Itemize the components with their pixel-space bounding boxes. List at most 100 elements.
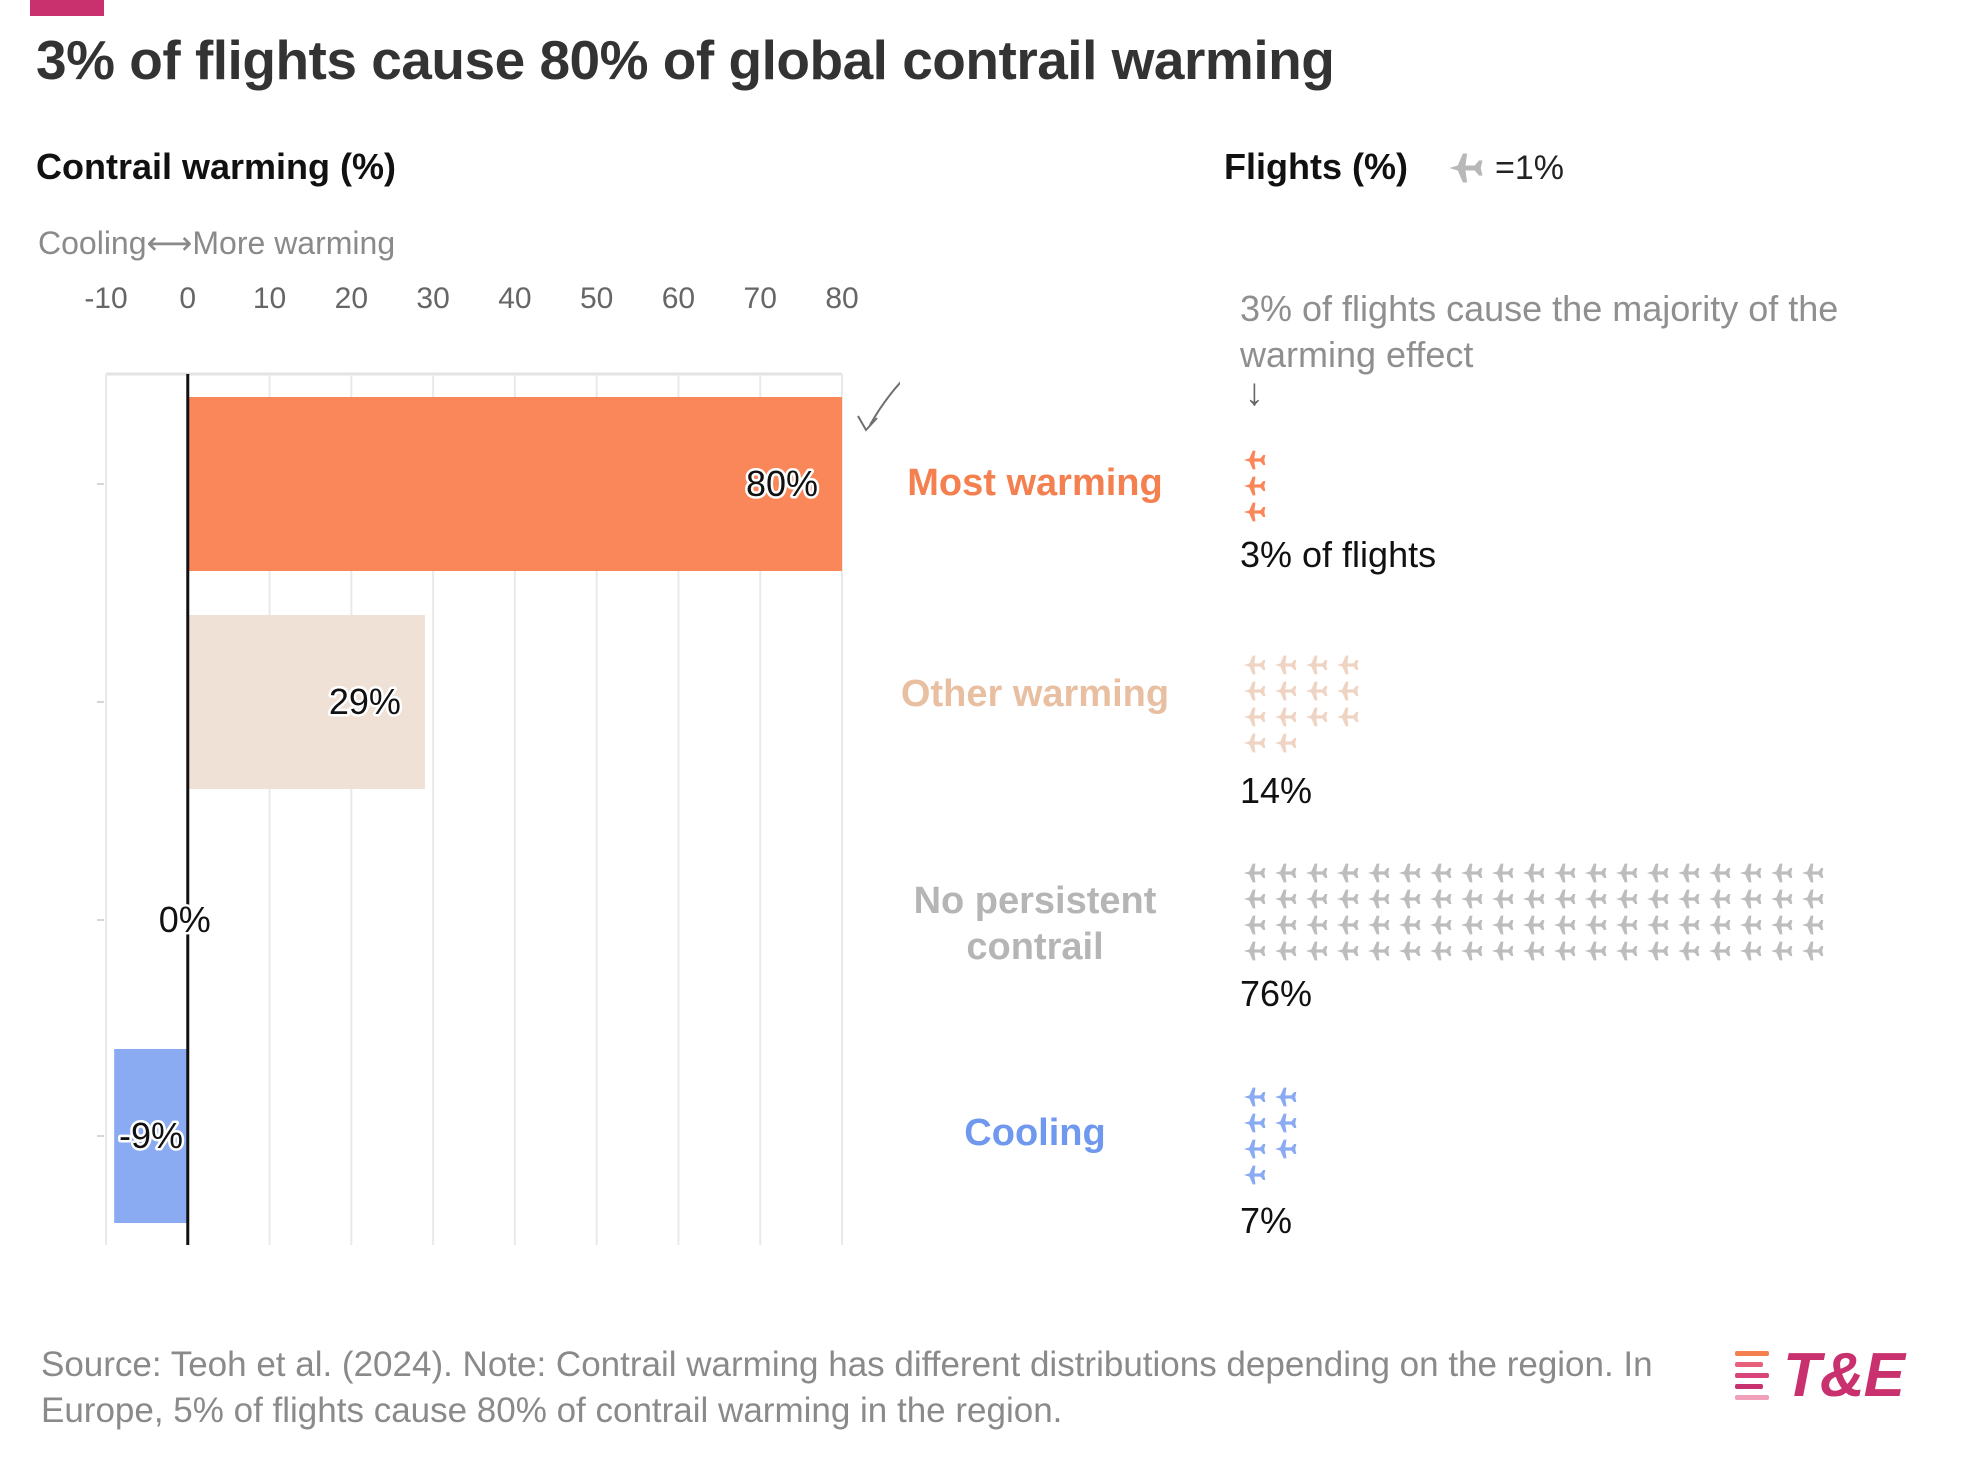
airplane-icon: [1736, 860, 1767, 886]
bar-chart: -10 0 10 20 30 40 50 60 70 80 80% 29% 0% -9%: [84, 282, 900, 1245]
flight-icon-row: [1240, 473, 1271, 499]
airplane-icon: [1612, 886, 1643, 912]
airplane-icon: [1705, 860, 1736, 886]
x-axis: -10 0 10 20 30 40 50 60 70 80: [84, 282, 859, 1245]
x-tick-label: 80: [825, 282, 858, 315]
airplane-icon: [1519, 938, 1550, 964]
airplane-icon: [1271, 1110, 1302, 1136]
flight-icon-row: [1240, 1110, 1302, 1136]
airplane-icon: [1767, 938, 1798, 964]
airplane-icon: [1736, 912, 1767, 938]
airplane-icon: [1240, 1162, 1271, 1188]
flight-icon-row: [1240, 652, 1364, 678]
logo-text: T&E: [1783, 1341, 1905, 1410]
airplane-icon: [1767, 860, 1798, 886]
airplane-icon: [1302, 860, 1333, 886]
airplane-icon: [1240, 938, 1271, 964]
airplane-icon: [1426, 912, 1457, 938]
x-tick-label: 60: [662, 282, 695, 315]
airplane-icon: [1271, 886, 1302, 912]
flight-icon-row: [1240, 730, 1364, 756]
flights-label-other-warming: 14%: [1240, 770, 1313, 811]
airplane-icon: [1612, 938, 1643, 964]
airplane-icon: [1426, 860, 1457, 886]
flight-icon-row: [1240, 678, 1364, 704]
airplane-icon: [1271, 652, 1302, 678]
airplane-icon: [1488, 886, 1519, 912]
flight-icon-row: [1240, 1136, 1302, 1162]
airplane-icon: [1705, 886, 1736, 912]
airplane-icon: [1798, 912, 1829, 938]
airplane-icon: [1674, 860, 1705, 886]
x-tick-label: 70: [744, 282, 777, 315]
airplane-icon: [1550, 886, 1581, 912]
airplane-icon: [1271, 1084, 1302, 1110]
airplane-icon: [1333, 704, 1364, 730]
airplane-icon: [1364, 860, 1395, 886]
flight-icon-row: [1240, 938, 1829, 964]
airplane-icon: [1457, 938, 1488, 964]
data-label: 0%: [159, 899, 211, 940]
airplane-icon: [1395, 886, 1426, 912]
x-tick-label: 50: [580, 282, 613, 315]
flight-icon-row: [1240, 860, 1829, 886]
airplane-icon: [1426, 886, 1457, 912]
flight-icons-most-warming: [1240, 447, 1271, 525]
x-tick-label: 30: [416, 282, 449, 315]
airplane-icon: [1736, 938, 1767, 964]
airplane-icon: [1240, 730, 1271, 756]
airplane-icon: [1271, 678, 1302, 704]
airplane-icon: [1302, 704, 1333, 730]
flight-icon-row: [1240, 447, 1271, 473]
airplane-icon: [1550, 912, 1581, 938]
flight-icon-row: [1240, 1084, 1302, 1110]
x-tick-label: 20: [335, 282, 368, 315]
x-tick-label: 40: [498, 282, 531, 315]
airplane-icon: [1643, 860, 1674, 886]
bar: [187, 397, 842, 571]
airplane-icon: [1705, 912, 1736, 938]
airplane-icon: [1798, 860, 1829, 886]
airplane-icon: [1488, 938, 1519, 964]
airplane-icon: [1333, 938, 1364, 964]
legend: =1%: [1445, 148, 1564, 188]
data-labels: 80% 29% 0% -9%: [116, 461, 820, 1159]
airplane-icon: [1395, 860, 1426, 886]
airplane-icon: [1581, 886, 1612, 912]
te-logo: T&E: [1735, 1340, 1905, 1411]
airplane-icon: [1302, 938, 1333, 964]
airplane-icon: [1240, 652, 1271, 678]
airplane-icon: [1364, 912, 1395, 938]
airplane-icon: [1643, 886, 1674, 912]
flight-icon-row: [1240, 704, 1364, 730]
airplane-icon: [1302, 912, 1333, 938]
category-label-most-warming: Most warming: [907, 462, 1163, 504]
airplane-icon: [1271, 730, 1302, 756]
airplane-icon: [1240, 499, 1271, 525]
airplane-icon: [1271, 704, 1302, 730]
airplane-icon: [1705, 938, 1736, 964]
airplane-icon: [1798, 938, 1829, 964]
logo-stripes-icon: [1735, 1351, 1769, 1400]
airplane-icon: [1395, 912, 1426, 938]
airplane-icon: [1240, 678, 1271, 704]
bar: [114, 1049, 188, 1223]
airplane-icon: [1550, 938, 1581, 964]
airplane-icon: [1271, 938, 1302, 964]
flights-label-no-persistent-contrail: 76%: [1240, 973, 1313, 1014]
x-tick-label: 10: [253, 282, 286, 315]
category-label-no-persistent-contrail: No persistent contrail: [913, 880, 1157, 968]
category-label-other-warming: Other warming: [900, 673, 1170, 715]
airplane-icon: [1581, 860, 1612, 886]
airplane-icon: [1302, 886, 1333, 912]
airplane-icon: [1240, 1110, 1271, 1136]
airplane-icon: [1674, 912, 1705, 938]
contrail-warming-header: Contrail warming (%): [36, 146, 397, 187]
airplane-icon: [1643, 938, 1674, 964]
airplane-icon: [1395, 938, 1426, 964]
down-arrow-icon: ↓: [1245, 372, 1264, 414]
data-label: 29%: [329, 681, 401, 722]
direction-label: Cooling⟷More warming: [38, 225, 396, 261]
airplane-icon: [1426, 938, 1457, 964]
airplane-icon: [1302, 652, 1333, 678]
